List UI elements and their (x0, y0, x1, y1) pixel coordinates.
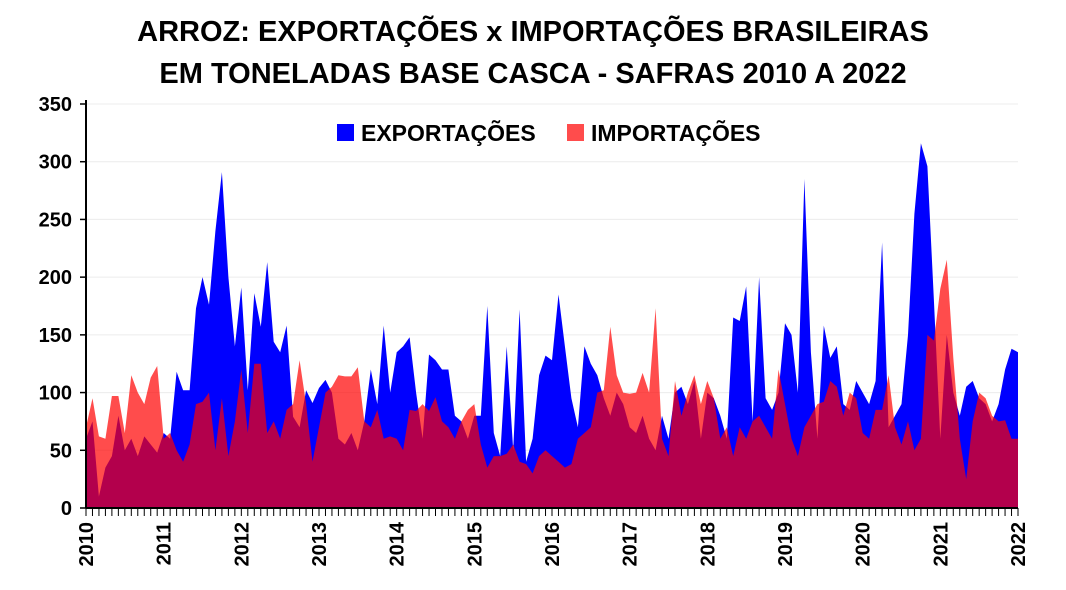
y-tick-label: 350 (39, 94, 72, 116)
y-tick-label: 100 (39, 383, 72, 405)
x-tick-label: 2018 (697, 522, 719, 567)
y-tick-label: 250 (39, 209, 72, 231)
x-tick-label: 2020 (853, 522, 875, 567)
x-tick-label: 2016 (542, 522, 564, 567)
legend-swatch (567, 124, 584, 141)
x-tick-label: 2022 (1008, 522, 1030, 567)
legend-label: EXPORTAÇÕES (361, 119, 536, 146)
y-tick-label: 0 (61, 498, 72, 520)
y-tick-label: 50 (50, 440, 72, 462)
chart-title-line1: ARROZ: EXPORTAÇÕES x IMPORTAÇÕES BRASILE… (137, 16, 929, 48)
x-tick-label: 2011 (154, 522, 176, 565)
y-tick-label: 200 (39, 267, 72, 289)
x-tick-label: 2012 (231, 522, 253, 567)
x-tick-label: 2017 (620, 522, 642, 567)
chart-title-line2: EM TONELADAS BASE CASCA - SAFRAS 2010 A … (159, 58, 907, 90)
x-tick-label: 2014 (387, 521, 409, 566)
x-tick-label: 2010 (76, 522, 98, 567)
x-tick-label: 2013 (309, 522, 331, 567)
legend-swatch (337, 124, 354, 141)
x-tick-label: 2015 (464, 522, 486, 567)
y-tick-label: 150 (39, 325, 72, 347)
y-tick-label: 300 (39, 152, 72, 174)
legend-label: IMPORTAÇÕES (591, 119, 761, 146)
x-tick-label: 2021 (930, 522, 952, 567)
series-area-importacoes (86, 259, 1018, 508)
x-tick-label: 2019 (775, 522, 797, 567)
